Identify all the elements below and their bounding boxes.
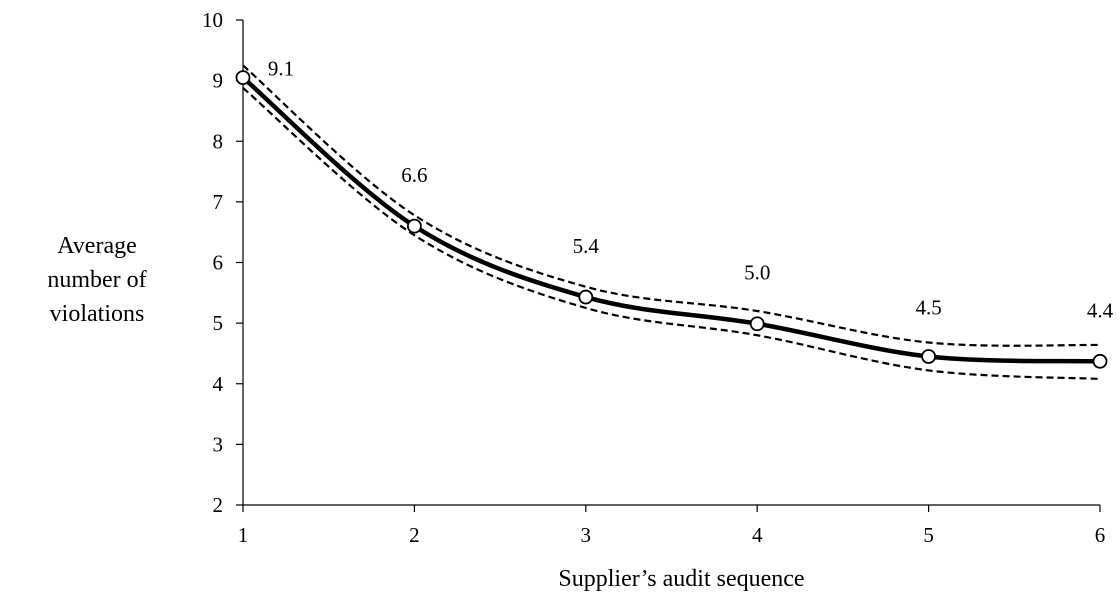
series-lower-bound-line (242, 87, 1101, 380)
x-tick-label: 2 (409, 523, 420, 547)
y-tick-label: 6 (213, 251, 224, 275)
data-point-marker (921, 349, 936, 364)
x-tick-label: 4 (752, 523, 763, 547)
data-label: 4.5 (915, 295, 941, 319)
data-label: 6.6 (401, 163, 427, 187)
x-tick-label: 3 (581, 523, 592, 547)
data-label: 5.4 (573, 234, 600, 258)
data-point-marker (235, 70, 251, 85)
axes (242, 20, 1100, 506)
x-axis-ticks: 1 2 3 4 5 6 (238, 505, 1106, 547)
y-tick-label: 2 (213, 493, 224, 517)
x-tick-label: 1 (238, 523, 249, 547)
data-point-marker (578, 289, 594, 305)
y-tick-label: 4 (213, 372, 224, 396)
y-tick-label: 9 (213, 69, 224, 93)
data-point-marker (406, 218, 422, 234)
x-tick-label: 6 (1095, 523, 1106, 547)
y-tick-label: 3 (213, 432, 224, 456)
y-tick-label: 7 (213, 190, 224, 214)
data-label: 9.1 (268, 57, 294, 81)
series-upper-bound-line (242, 64, 1101, 347)
y-axis-title-line: violations (50, 301, 145, 327)
y-axis-title-line: Average (57, 233, 137, 259)
data-labels: 9.1 6.6 5.4 5.0 4.5 4.4 (268, 57, 1114, 323)
series-mean-line (241, 75, 1101, 364)
y-axis-ticks: 2 3 4 5 6 7 8 9 10 (202, 8, 243, 517)
data-label: 5.0 (744, 261, 770, 285)
data-label: 4.4 (1087, 298, 1114, 322)
y-tick-label: 10 (202, 8, 223, 32)
y-axis-title: Average number of violations (47, 233, 146, 327)
x-tick-label: 5 (923, 523, 934, 547)
y-axis-title-line: number of (47, 267, 146, 293)
data-point-marker (749, 316, 765, 332)
y-tick-label: 5 (213, 311, 224, 335)
series-layer (235, 64, 1108, 380)
x-axis-title: Supplier’s audit sequence (558, 566, 804, 592)
y-tick-label: 8 (213, 129, 224, 153)
data-point-marker (1092, 353, 1108, 369)
